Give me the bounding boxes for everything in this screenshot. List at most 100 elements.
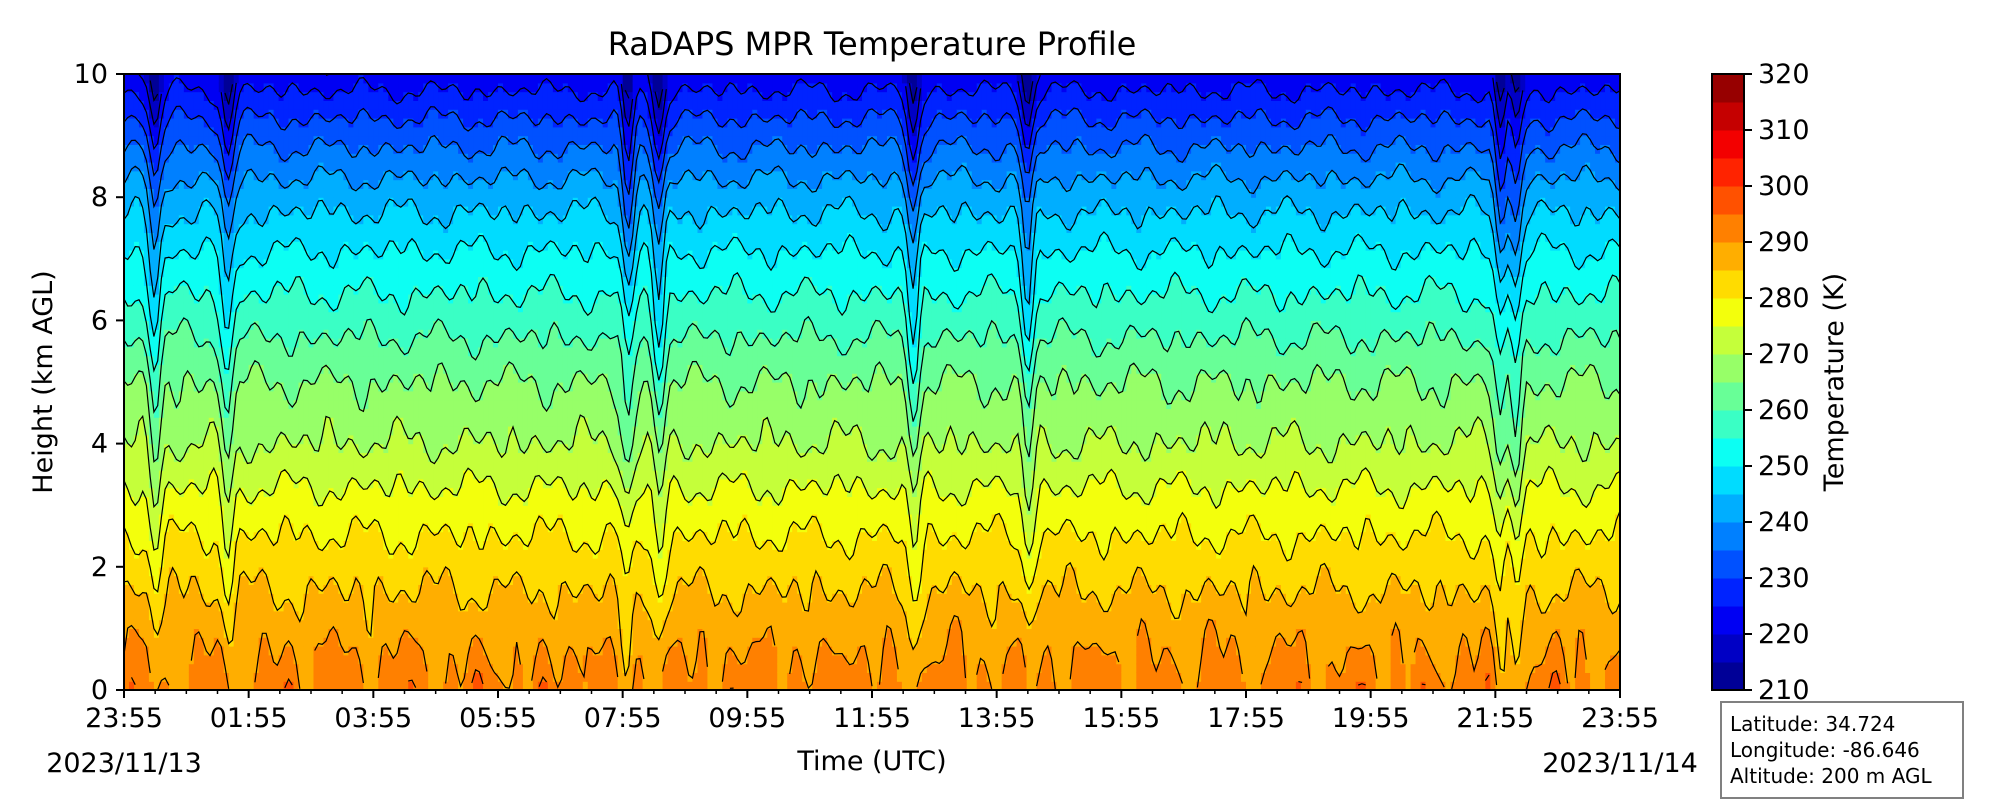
heatmap-cell — [333, 408, 340, 418]
heatmap-cell — [258, 382, 265, 392]
heatmap-cell — [223, 566, 230, 577]
heatmap-cell — [433, 540, 439, 550]
heatmap-cell — [413, 162, 419, 172]
heatmap-cell — [228, 514, 235, 524]
heatmap-cell — [243, 206, 250, 216]
heatmap-cell — [363, 126, 369, 137]
heatmap-cell — [413, 179, 419, 189]
heatmap-cell — [243, 452, 250, 462]
heatmap-cell — [458, 214, 464, 225]
heatmap-cell — [163, 452, 170, 462]
heatmap-cell — [373, 311, 379, 321]
heatmap-cell — [348, 487, 354, 497]
heatmap-cell — [458, 329, 464, 339]
heatmap-cell — [368, 558, 374, 568]
heatmap-cell — [243, 320, 250, 330]
heatmap-cell — [138, 118, 145, 128]
heatmap-cell — [413, 302, 419, 313]
heatmap-cell — [358, 637, 364, 647]
heatmap-cell — [293, 82, 300, 93]
heatmap-cell — [413, 452, 419, 462]
heatmap-cell — [293, 399, 300, 409]
heatmap-cell — [198, 320, 205, 330]
heatmap-cell — [468, 426, 474, 436]
heatmap-cell — [453, 179, 459, 189]
heatmap-cell — [433, 443, 439, 453]
heatmap-cell — [423, 135, 429, 145]
heatmap-cell — [313, 135, 320, 145]
heatmap-cell — [273, 241, 280, 251]
heatmap-cell — [218, 478, 225, 489]
heatmap-cell — [408, 646, 414, 656]
heatmap-cell — [193, 417, 200, 427]
heatmap-cell — [268, 126, 275, 137]
heatmap-cell — [428, 311, 434, 321]
heatmap-cell — [268, 602, 275, 612]
heatmap-cell — [128, 672, 135, 682]
heatmap-cell — [433, 593, 439, 603]
heatmap-cell — [298, 628, 305, 638]
heatmap-cell — [228, 593, 235, 603]
heatmap-cell — [408, 100, 414, 110]
heatmap-cell — [303, 294, 310, 304]
heatmap-cell — [173, 294, 180, 304]
heatmap-cell — [293, 408, 300, 418]
heatmap-cell — [178, 338, 185, 348]
heatmap-cell — [418, 109, 424, 119]
heatmap-cell — [298, 443, 305, 453]
heatmap-cell — [353, 549, 359, 559]
heatmap-cell — [378, 153, 384, 163]
heatmap-cell — [418, 619, 424, 629]
heatmap-cell — [368, 179, 374, 189]
heatmap-cell — [173, 162, 180, 172]
heatmap-cell — [478, 549, 484, 559]
heatmap-cell — [353, 619, 359, 629]
heatmap-cell — [278, 267, 285, 277]
heatmap-cell — [423, 549, 429, 559]
heatmap-cell — [203, 637, 210, 647]
heatmap-cell — [413, 478, 419, 489]
heatmap-cell — [293, 346, 300, 357]
heatmap-cell — [148, 549, 155, 559]
heatmap-cell — [318, 223, 325, 233]
heatmap-cell — [243, 443, 250, 453]
heatmap-cell — [373, 452, 379, 462]
heatmap-cell — [343, 663, 349, 673]
heatmap-cell — [163, 619, 170, 629]
heatmap-cell — [338, 126, 345, 137]
heatmap-cell — [353, 223, 359, 233]
heatmap-cell — [168, 346, 175, 357]
heatmap-cell — [293, 100, 300, 110]
heatmap-cell — [223, 197, 230, 207]
heatmap-cell — [248, 558, 255, 568]
heatmap-cell — [288, 531, 295, 541]
heatmap-cell — [124, 223, 130, 233]
heatmap-cell — [248, 294, 255, 304]
heatmap-cell — [333, 241, 340, 251]
heatmap-cell — [468, 593, 474, 603]
heatmap-cell — [173, 478, 180, 489]
heatmap-cell — [318, 452, 325, 462]
heatmap-cell — [453, 329, 459, 339]
heatmap-cell — [403, 637, 409, 647]
heatmap-cell — [183, 170, 190, 181]
heatmap-cell — [218, 364, 225, 374]
heatmap-cell — [273, 320, 280, 330]
heatmap-cell — [408, 461, 414, 471]
heatmap-cell — [313, 566, 320, 577]
heatmap-cell — [278, 223, 285, 233]
heatmap-cell — [228, 206, 235, 216]
heatmap-cell — [413, 628, 419, 638]
heatmap-cell — [368, 426, 374, 436]
heatmap-cell — [343, 514, 349, 524]
heatmap-cell — [128, 232, 135, 242]
heatmap-cell — [388, 338, 394, 348]
heatmap-cell — [328, 170, 335, 181]
heatmap-cell — [153, 646, 160, 656]
heatmap-cell — [473, 558, 479, 568]
heatmap-cell — [428, 610, 434, 621]
heatmap-cell — [238, 135, 245, 145]
heatmap-cell — [124, 461, 130, 471]
heatmap-cell — [438, 584, 444, 594]
heatmap-cell — [298, 74, 305, 84]
